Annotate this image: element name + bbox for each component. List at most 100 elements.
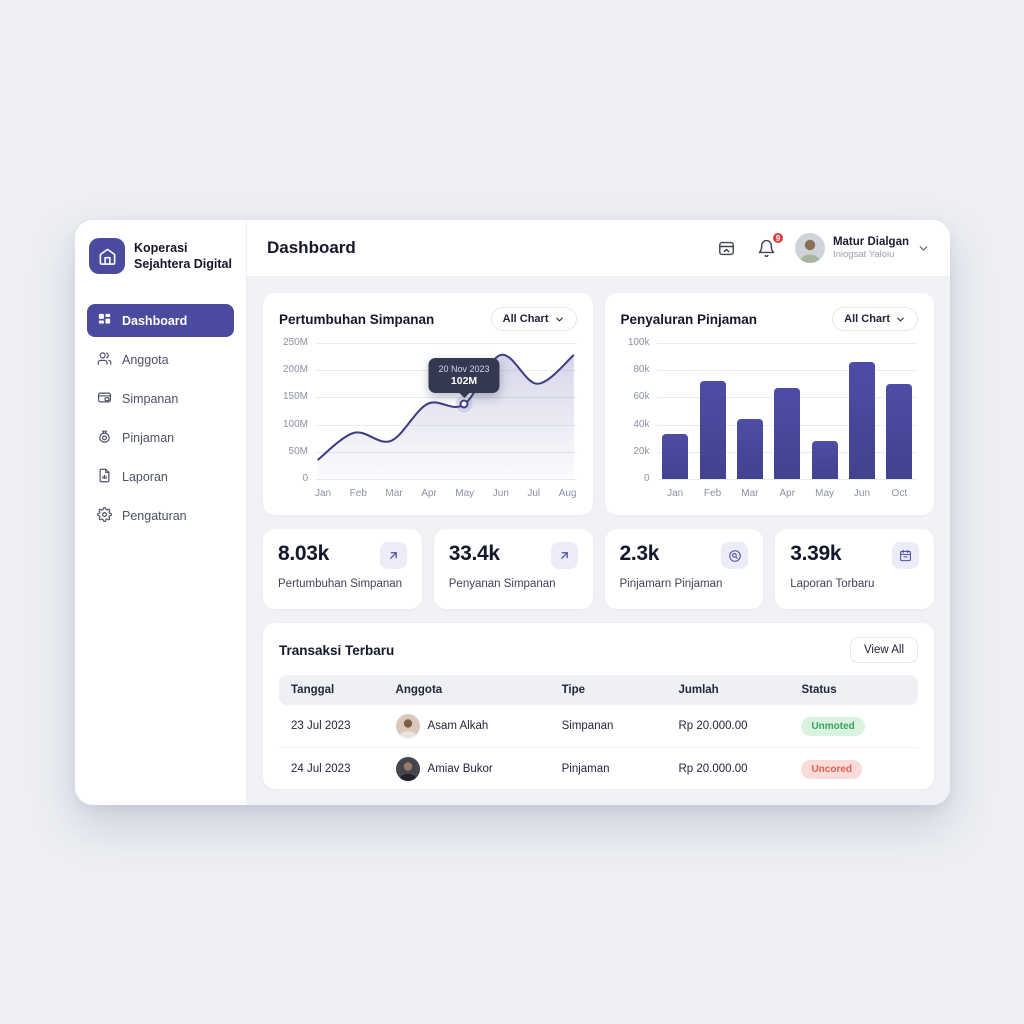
transactions-title: Transaksi Terbaru (279, 642, 395, 658)
stat-value: 33.4k (448, 542, 500, 565)
arrow-up-right-icon (379, 542, 407, 569)
filter-label: All Chart (502, 313, 549, 325)
cell-tanggal: 23 Jul 2023 (291, 720, 351, 732)
table-header: Tanggal Anggota Tipe Jumlah Status (279, 675, 918, 705)
stats-row: 8.03k Pertumbuhan Simpanan 33.4k Penyana… (263, 529, 934, 609)
sidebar-item-pinjaman[interactable]: Pinjaman (87, 421, 234, 454)
chevron-down-icon (917, 242, 930, 255)
dashboard-grid-icon (97, 312, 112, 330)
user-avatar (794, 233, 825, 263)
cell-status: Unmoted (801, 716, 906, 736)
column-status: Status (801, 684, 837, 696)
chart-bar (886, 383, 913, 479)
stat-label: Pertumbuhan Simpanan (278, 578, 403, 590)
calendar-icon (892, 542, 919, 569)
filter-label: All Chart (844, 313, 890, 325)
line-chart-y-axis: 250M 200M 150M 100M 50M 0 (282, 337, 308, 484)
stat-value: 2.3k (619, 542, 660, 565)
stat-label: Penyanan Simpanan (448, 578, 556, 590)
line-chart-plot: 20 Nov 2023 102M (315, 343, 577, 480)
sidebar-item-dashboard[interactable]: Dashboard (87, 304, 234, 337)
stat-value: 8.03k (278, 542, 330, 565)
dashboard-content: Pertumbuhan Simpanan All Chart 250M 200M 1… (247, 277, 950, 805)
app-window: Koperasi Sejahtera Digital Dashboard Ang… (75, 220, 950, 805)
cell-jumlah: Rp 20.000.00 (678, 763, 748, 775)
member-name: Amiav Bukor (427, 763, 493, 775)
user-profile[interactable]: Matur Dialgan Iniogsat Yaloiu (794, 233, 930, 263)
chart-filter-dropdown[interactable]: All Chart (832, 307, 918, 331)
topbar-actions: 9 Matur Dialgan Iniogsat Yaloiu (715, 231, 930, 263)
transactions-card: Transaksi Terbaru View All Tanggal Anggo… (263, 623, 934, 789)
sidebar-nav: Dashboard Anggota Simpanan Pinjaman Lapo… (87, 304, 234, 532)
sidebar-item-label: Dashboard (122, 313, 188, 328)
inbox-icon[interactable] (715, 236, 739, 260)
chart-data-point (459, 399, 469, 409)
chart-tooltip: 20 Nov 2023 102M (428, 358, 500, 394)
brand: Koperasi Sejahtera Digital (87, 238, 234, 274)
chart-bar (699, 381, 726, 479)
user-subtitle: Iniogsat Yaloiu (832, 249, 895, 261)
chart-title: Pertumbuhan Simpanan (279, 311, 435, 327)
column-anggota: Anggota (395, 684, 443, 696)
loan-distribution-card: Penyaluran Pinjaman All Chart 100k 80k 60k… (604, 293, 934, 515)
cell-tipe: Simpanan (561, 720, 614, 732)
line-chart-x-axis: Jan Feb Mar Apr May Jun Jul Aug (315, 488, 577, 499)
sidebar-item-simpanan[interactable]: Simpanan (87, 382, 234, 415)
sidebar-item-label: Laporan (122, 469, 168, 484)
table-row: 24 Jul 2023 Amiav Bukor Pinjaman Rp 20.0… (279, 748, 918, 789)
wallet-icon (97, 390, 112, 408)
sidebar-item-anggota[interactable]: Anggota (87, 343, 234, 376)
column-jumlah: Jumlah (678, 684, 719, 696)
status-badge: Unmoted (801, 716, 865, 736)
bar-chart-plot (656, 343, 918, 480)
sidebar-item-label: Simpanan (122, 391, 179, 406)
stat-card-penyanan-simpanan: 33.4k Penyanan Simpanan (433, 529, 593, 609)
chart-filter-dropdown[interactable]: All Chart (490, 307, 577, 331)
cell-tanggal: 24 Jul 2023 (291, 763, 351, 775)
members-icon (97, 351, 112, 369)
user-meta: Matur Dialgan Iniogsat Yaloiu (833, 235, 909, 261)
sidebar-item-laporan[interactable]: Laporan (87, 460, 234, 493)
stat-card-laporan: 3.39k Laporan Torbaru (775, 529, 934, 609)
view-all-button[interactable]: View All (849, 637, 918, 663)
notification-badge: 9 (770, 231, 785, 245)
cell-tipe: Pinjaman (561, 763, 610, 775)
chart-bar (811, 440, 838, 479)
bell-icon[interactable]: 9 (755, 231, 785, 260)
sidebar: Koperasi Sejahtera Digital Dashboard Ang… (75, 220, 247, 805)
sidebar-item-label: Anggota (122, 352, 169, 367)
page-title: Dashboard (267, 238, 356, 257)
member-name: Asam Alkah (427, 720, 489, 732)
gear-icon (97, 506, 112, 525)
cell-jumlah: Rp 20.000.00 (678, 720, 748, 732)
status-badge: Uncored (801, 759, 862, 779)
cell-status: Uncored (801, 759, 906, 779)
stat-card-pinjaman: 2.3k Pinjamarn Pinjaman (604, 529, 764, 609)
chevron-down-icon (554, 314, 565, 325)
sidebar-item-pengaturan[interactable]: Pengaturan (87, 499, 234, 532)
cell-anggota: Asam Alkah (395, 714, 562, 738)
sidebar-item-label: Pengaturan (122, 508, 187, 523)
stat-value: 3.39k (790, 542, 842, 565)
search-circle-icon (721, 542, 749, 569)
home-logo-icon (89, 238, 125, 274)
topbar: Dashboard 9 Matur Dialgan Iniogsat Yaloi… (247, 220, 950, 277)
cell-anggota: Amiav Bukor (395, 757, 562, 781)
column-tanggal: Tanggal (291, 684, 335, 696)
chevron-down-icon (895, 314, 906, 325)
chart-bar (662, 434, 689, 479)
arrow-up-right-icon (550, 542, 578, 569)
user-name: Matur Dialgan (832, 235, 909, 248)
stat-label: Pinjamarn Pinjaman (619, 578, 723, 590)
sidebar-item-label: Pinjaman (122, 430, 175, 445)
chart-bar (736, 419, 763, 479)
bar-chart-y-axis: 100k 80k 60k 40k 20k 0 (627, 337, 650, 484)
charts-row: Pertumbuhan Simpanan All Chart 250M 200M 1… (263, 293, 934, 515)
chart-bar (774, 387, 801, 479)
brand-name: Koperasi Sejahtera Digital (134, 240, 232, 271)
chart-title: Penyaluran Pinjaman (620, 311, 758, 327)
stat-label: Laporan Torbaru (790, 578, 875, 590)
chart-bar (848, 362, 875, 479)
main-area: Dashboard 9 Matur Dialgan Iniogsat Yaloi… (247, 220, 950, 805)
stat-card-pertumbuhan-simpanan: 8.03k Pertumbuhan Simpanan (263, 529, 422, 609)
